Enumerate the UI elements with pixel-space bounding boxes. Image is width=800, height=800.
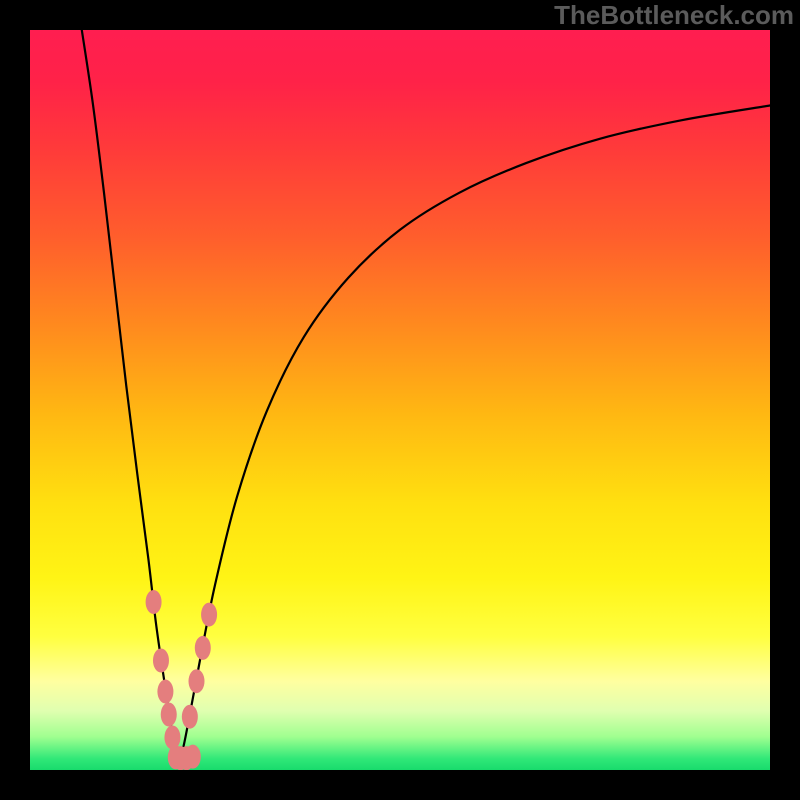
data-marker xyxy=(164,725,180,749)
data-marker xyxy=(201,603,217,627)
gradient-background xyxy=(30,30,770,770)
data-marker xyxy=(195,636,211,660)
plot-area xyxy=(30,30,770,770)
data-marker xyxy=(161,703,177,727)
data-marker xyxy=(146,590,162,614)
data-marker xyxy=(157,680,173,704)
data-marker xyxy=(189,669,205,693)
data-marker xyxy=(185,745,201,769)
data-marker xyxy=(153,648,169,672)
data-marker xyxy=(182,705,198,729)
bottleneck-chart xyxy=(30,30,770,770)
watermark-text: TheBottleneck.com xyxy=(554,0,794,31)
